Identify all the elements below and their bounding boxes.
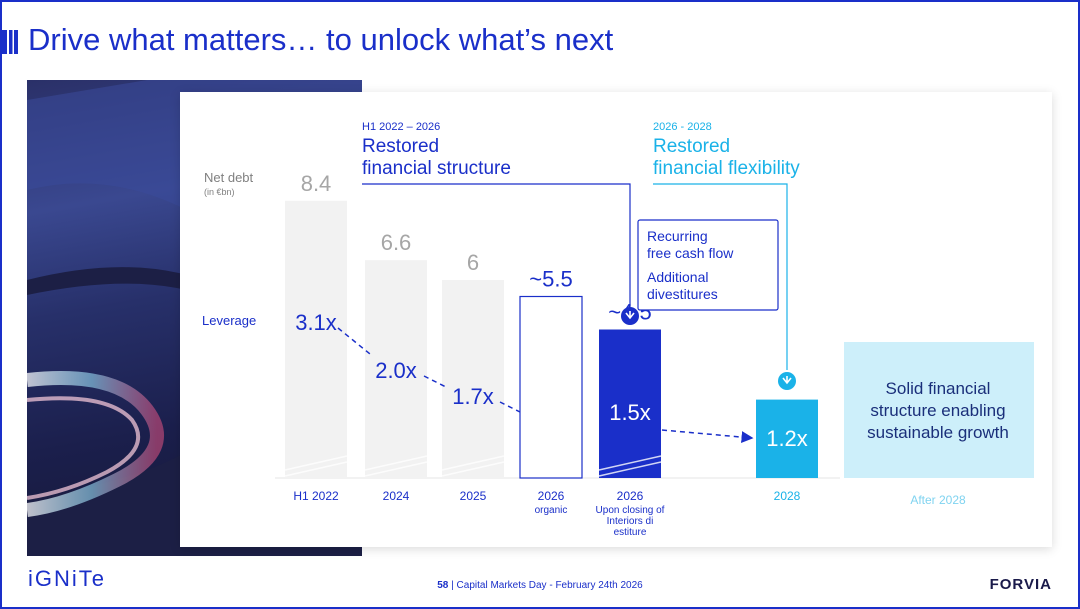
x-sublabel-3: organic <box>535 505 568 516</box>
leverage-trend-seg-0 <box>337 327 371 355</box>
bar-net-debt-4 <box>599 329 661 478</box>
x-sublabel-4-line-0: Upon closing of <box>596 505 665 516</box>
chart-card: Net debt(in €bn)Leverage8.46.66~5.5~4.5S… <box>180 92 1052 547</box>
bar-net-debt-1 <box>365 260 427 478</box>
phase1-connector <box>362 183 631 306</box>
bar-2028 <box>756 399 818 478</box>
x-sublabel-4-line-1: Interiors di <box>607 516 654 527</box>
phase1-period: H1 2022 – 2026 <box>362 121 440 133</box>
bar-break-stripe-2 <box>441 455 505 471</box>
leverage-trend-seg-1 <box>423 375 449 389</box>
bar-break-stripe-b-2 <box>441 461 505 477</box>
target-box <box>844 342 1034 478</box>
ignite-logo: iGNiTe <box>28 566 107 591</box>
title-accent-bar <box>0 30 18 54</box>
page-number: 58 <box>437 580 449 591</box>
x-tick-label-0: H1 2022 <box>293 489 339 503</box>
leverage-axis-label: Leverage <box>202 313 256 328</box>
bar-break-stripe-1 <box>364 455 428 471</box>
bar-break-stripe-b-1 <box>364 461 428 477</box>
x-tick-label-1: 2024 <box>383 489 410 503</box>
leverage-value-label-0: 3.1x <box>295 310 337 335</box>
net-debt-unit-label: (in €bn) <box>204 187 235 197</box>
phase2-down-arrow-glyph <box>782 376 792 385</box>
x-sublabel-4-line-2: estiture <box>614 527 647 538</box>
target-text-line-1: structure enabling <box>870 401 1005 420</box>
bar-net-debt-3 <box>519 295 583 479</box>
phase1-down-arrow-glyph <box>625 311 635 320</box>
drivers-text-line-3: divestitures <box>647 286 718 302</box>
leverage-trend-seg-2 <box>499 401 521 413</box>
target-text-line-0: Solid financial <box>886 379 991 398</box>
footer-event: Capital Markets Day - February 24th 2026 <box>456 580 643 591</box>
phase2-title-line1: Restored <box>653 136 730 157</box>
drivers-text-line-2: Additional <box>647 269 709 285</box>
phase1-title-line1: Restored <box>362 136 439 157</box>
phase2-connector <box>653 183 788 370</box>
x-tick-label-4: 2026 <box>617 489 644 503</box>
drivers-text-line-0: Recurring <box>647 228 708 244</box>
x-tick-label-5: 2028 <box>774 489 801 503</box>
x-tick-label-3: 2026 <box>538 489 565 503</box>
footer-caption: 58 | Capital Markets Day - February 24th… <box>437 580 643 591</box>
forvia-logo: FORVIA <box>989 576 1052 593</box>
x-tick-label-6: After 2028 <box>910 493 966 507</box>
phase2-period: 2026 - 2028 <box>653 121 712 133</box>
leverage-value-label-5: 1.2x <box>766 426 808 451</box>
net-debt-leverage-chart: Net debt(in €bn)Leverage8.46.66~5.5~4.5S… <box>202 121 1034 538</box>
net-debt-value-label-1: 6.6 <box>381 230 412 255</box>
leverage-value-label-4: 1.5x <box>609 400 651 425</box>
page-title: Drive what matters… to unlock what’s nex… <box>28 22 614 57</box>
drivers-text-line-1: free cash flow <box>647 245 734 261</box>
leverage-value-label-1: 2.0x <box>375 358 417 383</box>
target-text-line-2: sustainable growth <box>867 423 1009 442</box>
bar-net-debt-2 <box>442 280 504 478</box>
leverage-trend-seg-3 <box>661 429 754 444</box>
net-debt-value-label-3: ~5.5 <box>529 267 572 292</box>
net-debt-value-label-0: 8.4 <box>301 171 332 196</box>
bar-break-stripe-b-4 <box>598 461 662 477</box>
leverage-value-label-2: 1.7x <box>452 384 494 409</box>
drivers-box <box>637 219 779 311</box>
bar-break-stripe-b-0 <box>284 461 348 477</box>
bar-break-stripe-4 <box>598 455 662 471</box>
x-tick-label-2: 2025 <box>460 489 487 503</box>
phase2-title-line2: financial flexibility <box>653 158 800 179</box>
net-debt-value-label-2: 6 <box>467 250 479 275</box>
bar-break-stripe-0 <box>284 455 348 471</box>
net-debt-axis-label: Net debt <box>204 170 254 185</box>
phase1-title-line2: financial structure <box>362 158 511 179</box>
bar-net-debt-0 <box>285 200 347 479</box>
